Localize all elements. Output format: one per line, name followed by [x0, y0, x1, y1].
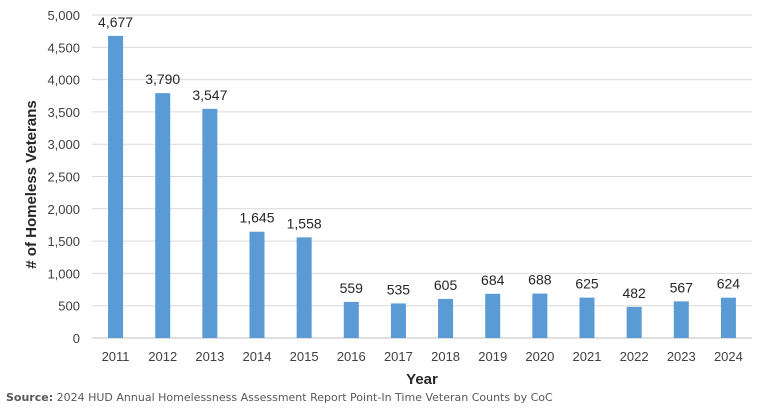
bar	[720, 297, 736, 338]
data-label: 559	[340, 280, 364, 296]
data-label: 1,558	[287, 215, 322, 231]
x-tick-label: 2014	[243, 349, 272, 364]
bar	[485, 293, 501, 338]
bars	[108, 35, 736, 339]
x-tick-label: 2022	[620, 349, 649, 364]
y-tick-label: 2,500	[47, 170, 80, 185]
x-tick-label: 2017	[384, 349, 413, 364]
y-tick-label: 4,500	[47, 40, 80, 55]
data-label: 567	[670, 279, 694, 295]
x-tick-label: 2011	[102, 349, 130, 364]
bar	[390, 303, 406, 338]
x-tick-label: 2020	[525, 349, 554, 364]
gridlines	[92, 14, 752, 339]
bar	[108, 35, 124, 339]
x-tick-label: 2023	[667, 349, 696, 364]
y-tick-label: 4,000	[47, 73, 80, 88]
source-label: Source:	[6, 391, 54, 404]
bar	[438, 298, 454, 338]
data-labels: 4,677 3,790 3,547 1,645 1,558 559 535 605 684 688…	[98, 14, 740, 301]
data-label: 3,547	[192, 87, 227, 103]
bar	[202, 108, 218, 338]
data-label: 624	[717, 276, 741, 292]
bar	[532, 293, 548, 338]
source-note: Source: 2024 HUD Annual Homelessness Ass…	[6, 391, 553, 404]
y-tick-label: 500	[58, 299, 80, 314]
x-tick-label: 2024	[714, 349, 743, 364]
x-tick-label: 2018	[431, 349, 460, 364]
y-axis-title: # of Homeless Veterans	[23, 100, 40, 268]
x-tick-label: 2016	[337, 349, 366, 364]
source-text: 2024 HUD Annual Homelessness Assessment …	[53, 391, 553, 404]
y-tick-label: 0	[73, 331, 80, 346]
data-label: 605	[434, 277, 458, 293]
x-tick-label: 2013	[195, 349, 224, 364]
y-tick-label: 3,500	[47, 105, 80, 120]
bar	[155, 93, 171, 338]
x-tick-label: 2012	[148, 349, 177, 364]
y-tick-label: 1,500	[47, 234, 80, 249]
y-axis-ticks: 0 500 1,000 1,500 2,000 2,500 3,000 3,500 4,000 4…	[47, 8, 80, 346]
x-axis-title: Year	[406, 371, 438, 388]
data-label: 482	[622, 285, 646, 301]
x-tick-label: 2015	[290, 349, 319, 364]
x-axis-ticks: 2011 2012 2013 2014 2015 2016 2017 2018 2019 2020…	[102, 349, 743, 364]
bar	[673, 301, 689, 338]
x-tick-label: 2021	[573, 349, 602, 364]
x-tick-label: 2019	[478, 349, 507, 364]
bar	[626, 306, 642, 338]
bar	[296, 237, 312, 338]
bar	[579, 297, 595, 338]
bar-chart: 4,677 3,790 3,547 1,645 1,558 559 535 605 684 688…	[23, 8, 752, 388]
y-tick-label: 1,000	[47, 266, 80, 281]
data-label: 684	[481, 272, 505, 288]
y-tick-label: 3,000	[47, 137, 80, 152]
y-tick-label: 5,000	[47, 8, 80, 23]
bar	[343, 301, 359, 338]
data-label: 3,790	[145, 71, 180, 87]
data-label: 4,677	[98, 14, 133, 30]
data-label: 688	[528, 272, 552, 288]
bar	[249, 231, 265, 338]
data-label: 625	[575, 276, 599, 292]
y-tick-label: 2,000	[47, 202, 80, 217]
data-label: 535	[387, 281, 411, 297]
data-label: 1,645	[239, 210, 274, 226]
